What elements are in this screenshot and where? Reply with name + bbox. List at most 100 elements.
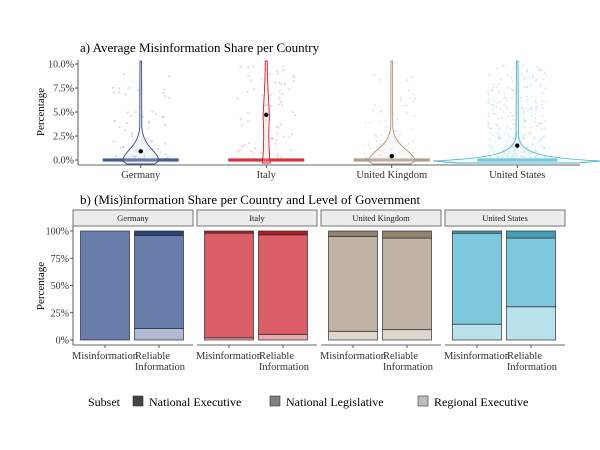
- jitter-point: [520, 107, 523, 110]
- jitter-point: [367, 143, 370, 146]
- panel-a-title: a) Average Misinformation Share per Coun…: [80, 40, 320, 55]
- jitter-point: [511, 88, 514, 92]
- jitter-point: [511, 156, 515, 159]
- jitter-point: [499, 101, 502, 104]
- y-tick-label: 0%: [56, 336, 69, 347]
- jitter-point: [278, 103, 281, 106]
- bar-segment-national-legislative: [258, 234, 308, 335]
- jitter-point: [490, 149, 493, 152]
- legend-entry: Regional Executive: [417, 395, 528, 409]
- jitter-point: [407, 142, 411, 145]
- y-tick-label: 2.5%: [53, 132, 74, 143]
- jitter-point: [487, 126, 491, 129]
- jitter-point: [539, 145, 542, 148]
- jitter-point: [510, 76, 513, 79]
- jitter-point: [536, 154, 539, 157]
- bar-segment-national-legislative: [204, 232, 254, 339]
- x-tick-label: Reliable: [507, 351, 542, 362]
- bar-segment-regional-executive: [258, 334, 308, 341]
- jitter-point: [413, 97, 416, 100]
- jitter-point: [519, 132, 522, 135]
- bar-segment-regional-executive: [328, 330, 378, 341]
- jitter-point: [127, 86, 130, 90]
- y-tick-label: 50%: [51, 281, 69, 292]
- jitter-point: [519, 97, 522, 100]
- jitter-point: [135, 149, 138, 152]
- jitter-point: [275, 125, 278, 129]
- jitter-point: [378, 110, 382, 113]
- violin-group-germany: [102, 60, 179, 165]
- jitter-point: [293, 76, 296, 79]
- panel-b: b) (Mis)information Share per Country an…: [35, 192, 566, 373]
- jitter-point: [529, 84, 533, 87]
- jitter-point: [540, 121, 544, 125]
- jitter-point: [112, 91, 115, 94]
- legend-entry: National Legislative: [269, 395, 384, 409]
- jitter-point: [278, 96, 281, 100]
- jitter-point: [513, 152, 516, 155]
- violin-group-united-states: [433, 60, 600, 164]
- jitter-point: [543, 155, 546, 159]
- jitter-point: [278, 81, 281, 84]
- jitter-point: [379, 133, 383, 137]
- jitter-point: [499, 127, 502, 130]
- jitter-point: [534, 101, 538, 104]
- jitter-point: [281, 65, 284, 68]
- panel-b-facets: GermanyMisinformationReliableInformation…: [72, 209, 566, 373]
- jitter-point: [525, 86, 528, 89]
- jitter-point: [126, 121, 129, 125]
- jitter-point: [491, 109, 495, 112]
- jitter-point: [387, 156, 390, 159]
- jitter-point: [503, 132, 506, 135]
- jitter-point: [538, 85, 542, 88]
- jitter-point: [511, 80, 514, 83]
- panel-a-y-axis-label: Percentage: [35, 88, 47, 136]
- jitter-point: [487, 101, 490, 104]
- jitter-point: [502, 110, 505, 114]
- bar-segment-national-legislative: [80, 230, 130, 341]
- y-tick-label: 10.0%: [48, 60, 74, 71]
- jitter-point: [521, 136, 524, 139]
- jitter-point: [492, 112, 495, 115]
- jitter-point: [509, 111, 512, 114]
- jitter-point: [523, 133, 527, 137]
- jitter-point: [368, 121, 371, 124]
- jitter-point: [166, 156, 170, 159]
- jitter-point: [492, 104, 495, 107]
- jitter-point: [398, 151, 401, 154]
- jitter-point: [535, 149, 538, 152]
- jitter-point: [533, 136, 536, 139]
- jitter-point: [119, 146, 122, 150]
- facet-strip-label: Italy: [249, 213, 265, 223]
- jitter-point: [525, 70, 529, 73]
- jitter-point: [523, 107, 526, 110]
- jitter-point: [280, 104, 284, 107]
- jitter-point: [512, 146, 515, 149]
- jitter-point: [503, 92, 506, 95]
- x-tick-label: Information: [135, 362, 186, 373]
- jitter-point: [490, 103, 493, 106]
- jitter-point: [407, 88, 411, 92]
- x-tick-label: Information: [383, 362, 434, 373]
- jitter-point: [413, 114, 416, 118]
- jitter-point: [283, 83, 287, 86]
- jitter-point: [498, 137, 501, 140]
- jitter-point: [522, 148, 525, 152]
- jitter-point: [264, 104, 267, 107]
- jitter-point: [521, 125, 524, 129]
- jitter-point: [490, 127, 493, 130]
- mean-point: [264, 112, 269, 118]
- facet-strip: [72, 209, 194, 227]
- jitter-point: [536, 65, 539, 69]
- bar-segment-national-executive: [134, 230, 184, 236]
- x-tick-label: Reliable: [135, 351, 170, 362]
- jitter-point: [248, 141, 251, 145]
- jitter-point: [150, 139, 153, 142]
- jitter-point: [408, 97, 412, 100]
- bar-segment-regional-executive: [134, 328, 184, 341]
- jitter-point: [500, 78, 503, 81]
- jitter-point: [530, 106, 533, 109]
- jitter-point: [122, 145, 125, 149]
- jitter-point: [292, 79, 295, 83]
